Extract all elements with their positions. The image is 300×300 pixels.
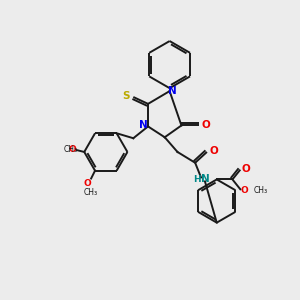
Text: O: O: [240, 186, 248, 195]
Text: CH₃: CH₃: [254, 186, 268, 195]
Text: N: N: [168, 86, 177, 96]
Text: O: O: [209, 146, 218, 156]
Text: CH₃: CH₃: [84, 188, 98, 197]
Text: N: N: [139, 121, 148, 130]
Text: N: N: [201, 174, 209, 184]
Text: O: O: [242, 164, 250, 174]
Text: H: H: [193, 175, 201, 184]
Text: O: O: [202, 121, 210, 130]
Text: S: S: [123, 91, 130, 101]
Text: O: O: [83, 179, 91, 188]
Text: CH₃: CH₃: [64, 145, 78, 154]
Text: O: O: [69, 145, 76, 154]
